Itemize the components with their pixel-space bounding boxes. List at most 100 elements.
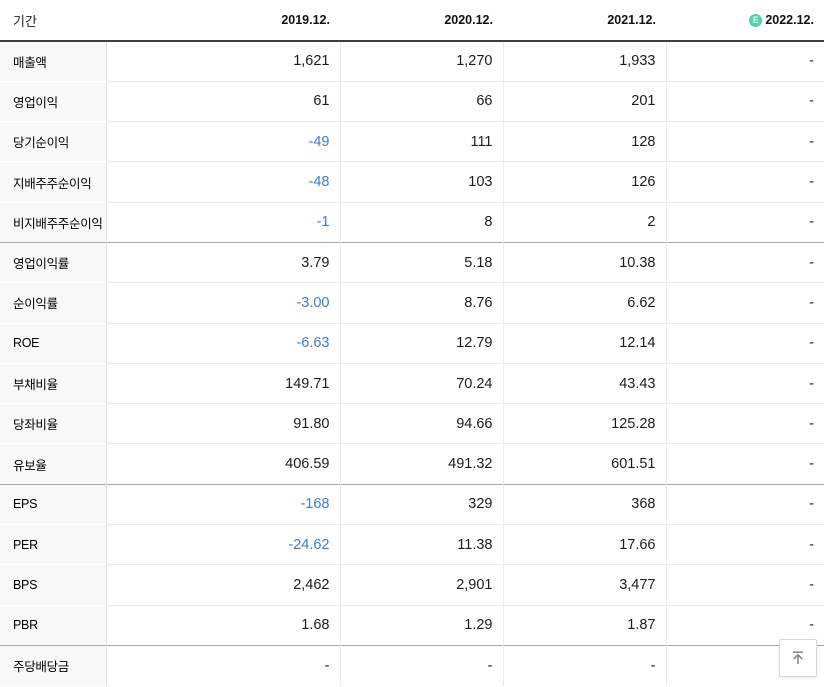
cell-value: -3.00	[106, 282, 341, 324]
table-row: 비지배주주순이익 -1 8 2-	[0, 201, 824, 243]
cell-value: -	[666, 241, 824, 283]
row-label: 비지배주주순이익	[0, 201, 107, 243]
scroll-to-top-button[interactable]	[779, 639, 817, 677]
table-row: 유보율 406.59 491.32 601.51-	[0, 443, 824, 485]
row-label: ROE	[0, 322, 107, 364]
cell-value: -	[666, 322, 824, 364]
column-header-2019: 2019.12.	[106, 0, 340, 42]
header-row: 기간 2019.12. 2020.12. 2021.12. E 2022.12.	[0, 0, 824, 42]
cell-value: 149.71	[106, 362, 341, 404]
cell-value: 201	[503, 80, 667, 122]
table-row: 영업이익률 3.79 5.18 10.38-	[0, 241, 824, 283]
cell-value: 5.18	[340, 241, 504, 283]
column-header-2022-estimate: E 2022.12.	[666, 0, 824, 42]
cell-value: -24.62	[106, 524, 341, 565]
period-header: 기간	[0, 0, 106, 42]
cell-value: 1,270	[340, 41, 504, 82]
cell-value: 1.68	[106, 604, 341, 646]
row-label: 영업이익	[0, 80, 107, 122]
cell-value: 94.66	[340, 403, 504, 444]
cell-value: -	[666, 564, 824, 606]
cell-value: 17.66	[503, 524, 667, 565]
cell-value: 601.51	[503, 443, 667, 485]
table-row: 순이익률 -3.00 8.76 6.62-	[0, 282, 824, 324]
cell-value: -	[106, 644, 341, 686]
cell-value: -	[666, 524, 824, 565]
table-row: EPS -168 329 368-	[0, 483, 824, 525]
cell-value: -	[666, 362, 824, 404]
cell-value: 2,901	[340, 564, 504, 606]
table-row: 당기순이익 -49 111 128-	[0, 121, 824, 162]
cell-value: 1.29	[340, 604, 504, 646]
cell-value: -	[666, 483, 824, 525]
row-label: 매출액	[0, 41, 107, 82]
cell-value: 2,462	[106, 564, 341, 606]
cell-value: 329	[340, 483, 504, 525]
table-row: 부채비율 149.71 70.24 43.43-	[0, 362, 824, 404]
cell-value: 12.14	[503, 322, 667, 364]
estimate-badge-icon: E	[749, 14, 763, 27]
column-header-2021: 2021.12.	[503, 0, 666, 42]
column-header-label: 2022.12.	[765, 13, 814, 27]
row-label: 당좌비율	[0, 403, 107, 444]
cell-value: -6.63	[106, 322, 341, 364]
cell-value: 6.62	[503, 282, 667, 324]
row-label: 당기순이익	[0, 121, 107, 162]
cell-value: 103	[340, 161, 504, 203]
row-label: 순이익률	[0, 282, 107, 324]
cell-value: 1,621	[106, 41, 341, 82]
table-body: 매출액 1,621 1,270 1,933- 영업이익 61 66 201- 당기순이익 -49 1…	[0, 41, 824, 686]
table-row: PBR 1.68 1.29 1.87-	[0, 604, 824, 646]
column-header-2020: 2020.12.	[340, 0, 503, 42]
cell-value: -	[666, 161, 824, 203]
cell-value: 8.76	[340, 282, 504, 324]
cell-value: 406.59	[106, 443, 341, 485]
cell-value: -	[666, 121, 824, 162]
cell-value: -	[666, 604, 824, 646]
cell-value: 2	[503, 201, 667, 243]
cell-value: 125.28	[503, 403, 667, 444]
cell-value: -48	[106, 161, 341, 203]
cell-value: 368	[503, 483, 667, 525]
table-header: 기간 2019.12. 2020.12. 2021.12. E 2022.12.	[0, 0, 824, 42]
row-label: PBR	[0, 604, 107, 646]
cell-value: -	[666, 282, 824, 324]
cell-value: -	[666, 201, 824, 243]
row-label: 지배주주순이익	[0, 161, 107, 203]
cell-value: 128	[503, 121, 667, 162]
table-row: 지배주주순이익 -48 103 126-	[0, 161, 824, 203]
row-label: EPS	[0, 483, 107, 525]
table-row: 주당배당금----	[0, 644, 824, 686]
row-label: BPS	[0, 564, 107, 606]
cell-value: 111	[340, 121, 504, 162]
cell-value: -168	[106, 483, 341, 525]
row-label: PER	[0, 524, 107, 565]
row-label: 영업이익률	[0, 241, 107, 283]
cell-value: 66	[340, 80, 504, 122]
cell-value: -	[503, 644, 667, 686]
cell-value: 3,477	[503, 564, 667, 606]
row-label: 주당배당금	[0, 644, 107, 686]
table-row: ROE -6.63 12.79 12.14-	[0, 322, 824, 364]
table-row: 당좌비율 91.80 94.66 125.28-	[0, 403, 824, 444]
cell-value: -49	[106, 121, 341, 162]
table-row: PER -24.62 11.38 17.66-	[0, 524, 824, 565]
cell-value: 91.80	[106, 403, 341, 444]
cell-value: -	[809, 53, 814, 70]
cell-value: 43.43	[503, 362, 667, 404]
cell-value: 1.87	[503, 604, 667, 646]
cell-value: -1	[106, 201, 341, 243]
cell-value: 491.32	[340, 443, 504, 485]
row-label: 부채비율	[0, 362, 107, 404]
cell-value: 3.79	[106, 241, 341, 283]
cell-value: 126	[503, 161, 667, 203]
cell-value: -	[340, 644, 504, 686]
cell-value: 11.38	[340, 524, 504, 565]
cell-value: -	[666, 443, 824, 485]
cell-value: 12.79	[340, 322, 504, 364]
arrow-up-to-top-icon	[789, 649, 807, 667]
row-label: 유보율	[0, 443, 107, 485]
cell-value: 61	[106, 80, 341, 122]
table-row: 매출액 1,621 1,270 1,933 -	[0, 41, 824, 82]
